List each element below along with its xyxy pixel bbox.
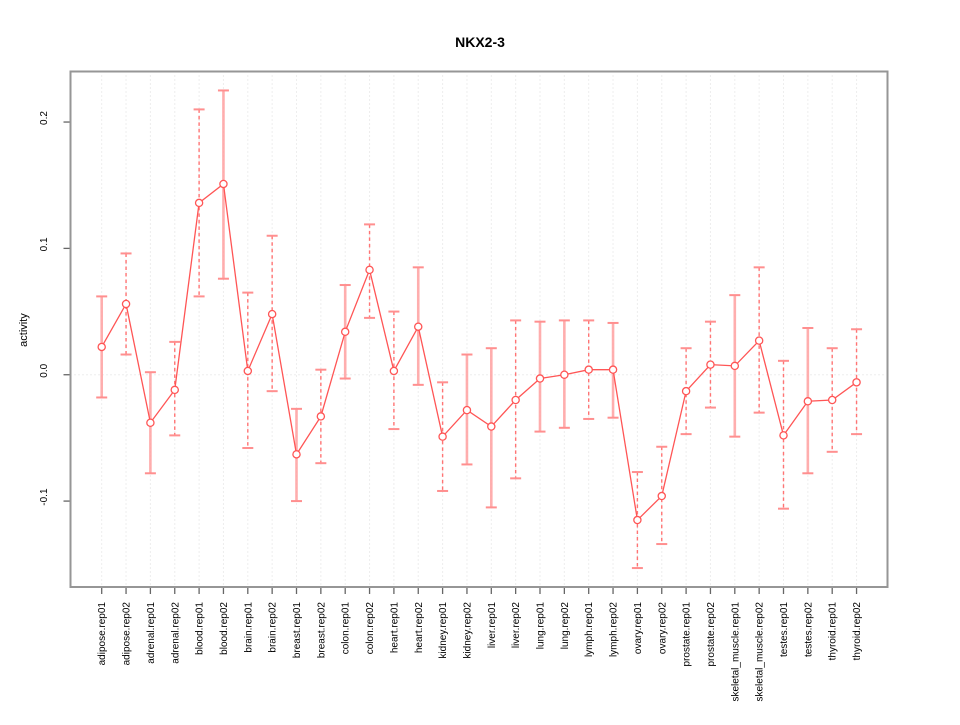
x-tick-label: liver.rep01	[487, 602, 498, 649]
x-tick-label: ovary.rep01	[633, 602, 644, 655]
y-tick-label: 0.1	[39, 237, 50, 251]
x-tick-label: blood.rep01	[195, 602, 206, 655]
data-point	[584, 365, 593, 374]
x-tick-label: adrenal.rep02	[170, 602, 181, 664]
series-layer	[96, 89, 863, 570]
data-point	[535, 374, 545, 383]
data-point	[340, 327, 350, 337]
x-tick-label: lymph.rep02	[609, 602, 620, 657]
data-point	[560, 370, 569, 379]
x-tick-label: brain.rep02	[268, 602, 279, 653]
x-tick-label: colon.rep01	[341, 602, 352, 655]
x-tick-label: skeletal_muscle.rep02	[755, 602, 766, 702]
data-point	[803, 397, 813, 406]
x-tick-label: prostate.rep01	[682, 602, 693, 667]
data-point	[121, 299, 131, 309]
y-tick-label: 0.2	[39, 111, 50, 125]
x-tick-label: heart.rep01	[389, 602, 400, 654]
data-point	[267, 309, 277, 319]
x-tick-label: kidney.rep02	[462, 602, 473, 659]
data-point	[97, 342, 106, 352]
y-tick-label: -0.1	[39, 488, 50, 506]
data-point	[657, 491, 667, 501]
x-tick-label: colon.rep02	[365, 602, 376, 655]
x-tick-label: thyroid.rep01	[828, 602, 839, 661]
x-tick-label: kidney.rep01	[438, 602, 449, 659]
data-point	[754, 336, 764, 345]
x-tick-label: blood.rep02	[219, 602, 230, 655]
data-point	[462, 405, 472, 415]
x-tick-label: adipose.rep01	[97, 602, 108, 666]
x-tick-label: heart.rep02	[414, 602, 425, 654]
data-point	[146, 418, 155, 427]
x-tick-label: lymph.rep01	[584, 602, 595, 657]
data-point	[219, 179, 228, 189]
data-point	[243, 366, 253, 376]
y-tick-label: 0.0	[39, 363, 50, 377]
series-line	[101, 182, 857, 522]
data-point	[852, 378, 861, 387]
x-tick-label: skeletal_muscle.rep01	[730, 602, 741, 702]
data-point	[706, 360, 715, 369]
x-tick-label: testes.rep01	[779, 602, 790, 657]
data-point	[438, 432, 447, 441]
x-tick-label: breast.rep02	[316, 602, 327, 659]
x-tick-label: breast.rep01	[292, 602, 303, 659]
data-point	[730, 361, 740, 371]
x-tick-label: liver.rep02	[511, 602, 522, 649]
data-point	[194, 198, 204, 208]
chart-title: NKX2-3	[455, 34, 505, 50]
data-point	[389, 366, 399, 376]
x-tick-label: testes.rep02	[803, 602, 814, 657]
plot-border-box	[69, 70, 889, 588]
data-point	[681, 386, 691, 396]
data-point	[365, 265, 374, 275]
data-point	[487, 422, 496, 431]
x-tick-label: adrenal.rep01	[146, 602, 157, 664]
data-point	[633, 515, 642, 525]
x-tick-label: thyroid.rep02	[852, 602, 863, 661]
y-axis-label: activity	[18, 313, 30, 347]
x-tick-label: ovary.rep02	[657, 602, 668, 655]
x-tick-label: adipose.rep02	[122, 602, 133, 666]
data-point	[316, 412, 326, 421]
data-point	[608, 365, 618, 374]
axis-layer: adipose.rep01 adipose.rep02 adrenal.rep01 a…	[39, 111, 863, 702]
data-point	[292, 450, 301, 459]
data-point	[779, 431, 788, 440]
x-tick-label: lung.rep02	[560, 602, 571, 650]
data-point	[827, 395, 837, 405]
x-tick-label: brain.rep01	[243, 602, 254, 653]
grid-layer	[70, 71, 888, 587]
data-point	[413, 322, 423, 331]
data-point	[511, 395, 520, 405]
data-point	[170, 385, 179, 395]
x-tick-label: prostate.rep02	[706, 602, 717, 667]
x-tick-label: lung.rep01	[536, 602, 547, 650]
